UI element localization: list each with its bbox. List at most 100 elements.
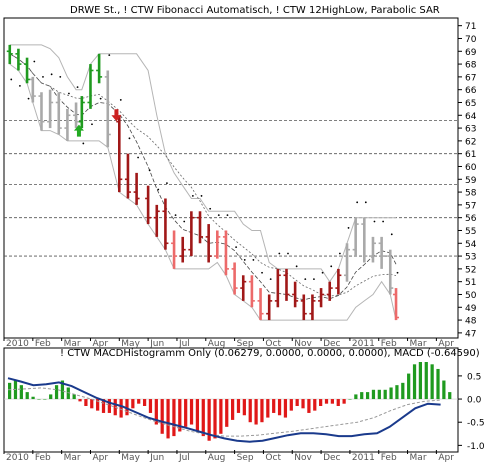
parabolic-sar-dot: [209, 207, 212, 210]
macd-histogram-bar: [142, 399, 147, 406]
price-y-tick-label: 62: [465, 137, 476, 147]
parabolic-sar-dot: [76, 86, 79, 89]
macd-x-tick-label: Apr: [438, 453, 454, 462]
parabolic-sar-dot: [42, 75, 44, 78]
price-x-tick-label: Feb: [35, 339, 51, 349]
macd-histogram-bar: [101, 399, 106, 413]
price-y-tick-label: 67: [465, 73, 476, 83]
price-y-tick-label: 52: [465, 265, 476, 275]
macd-histogram-bar: [348, 399, 352, 400]
macd-x-tick-label: May: [121, 453, 140, 462]
parabolic-sar-dot: [99, 97, 102, 100]
price-y-tick-label: 61: [465, 150, 476, 160]
macd-histogram-bar: [37, 399, 41, 400]
parabolic-sar-dot: [330, 265, 333, 268]
macd-histogram-bar: [8, 382, 12, 400]
macd-histogram-bar: [137, 399, 141, 404]
price-y-tick-label: 70: [465, 35, 477, 45]
macd-histogram-bar: [72, 394, 76, 400]
macd-x-tick-label: Jun: [149, 453, 164, 462]
sell-arrow-icon: [111, 109, 122, 122]
parabolic-sar-dot: [200, 195, 203, 197]
macd-histogram-bar: [448, 392, 452, 400]
parabolic-sar-dot: [119, 99, 122, 101]
macd-histogram-bar: [254, 399, 258, 425]
parabolic-sar-dot: [191, 195, 194, 197]
macd-histogram-bar: [84, 399, 88, 406]
macd-histogram-bar: [283, 399, 288, 418]
parabolic-sar-dot: [278, 252, 281, 255]
macd-chart: 0.5 0.0 -0.5 -1.0: [3, 347, 485, 453]
macd-histogram-bar: [96, 399, 100, 411]
macd-histogram-bar: [371, 389, 376, 400]
macd-x-tick-label: Oct: [265, 453, 281, 462]
macd-histogram-bar: [172, 399, 176, 437]
macd-x-tick-label: Sep: [237, 453, 254, 462]
parabolic-sar-dot: [91, 123, 93, 126]
price-y-tick-label: 66: [465, 86, 477, 96]
price-plot-frame: [3, 17, 459, 339]
price-x-tick-label: Sep: [237, 339, 254, 349]
macd-histogram-bar: [178, 399, 182, 432]
macd-histogram-bar: [336, 399, 340, 406]
parabolic-sar-dot: [183, 220, 186, 223]
price-y-tick-label: 71: [465, 22, 476, 32]
parabolic-sar-dot: [226, 214, 229, 217]
price-x-tick-label: 2011: [352, 339, 375, 349]
price-y-tick-label: 51: [465, 278, 476, 288]
macd-histogram-bar: [360, 392, 364, 400]
macd-histogram-bar: [78, 399, 82, 402]
macd-histogram-bar: [412, 364, 417, 400]
buy-arrow-icon: [73, 124, 84, 137]
macd-histogram-bar: [301, 399, 305, 409]
parabolic-sar-dot: [313, 278, 315, 281]
parabolic-sar-dot: [108, 54, 111, 57]
parabolic-sar-dot: [82, 142, 85, 145]
parabolic-sar-dot: [217, 214, 220, 217]
macd-histogram-bar: [25, 392, 29, 400]
macd-histogram-bar: [430, 364, 434, 400]
macd-x-tick-label: Mar: [410, 453, 427, 462]
macd-x-tick-label: Dec: [323, 453, 340, 462]
parabolic-sar-dot: [243, 259, 246, 261]
macd-histogram-bar: [131, 399, 135, 409]
parabolic-sar-dot: [148, 169, 151, 172]
macd-histogram-bar: [43, 399, 47, 400]
macd-histogram-bar: [418, 362, 423, 400]
macd-histogram-bar: [31, 396, 35, 400]
macd-histogram-bar: [60, 380, 65, 400]
macd-histogram-bar: [231, 399, 235, 420]
price-x-tick-label: Aug: [208, 339, 226, 349]
macd-histogram-bar: [195, 399, 200, 432]
parabolic-sar-dot: [166, 182, 168, 185]
price-y-tick-label: 49: [465, 304, 477, 314]
macd-histogram-bar: [113, 399, 117, 416]
macd-histogram-bar: [289, 399, 293, 411]
macd-plot-frame: [3, 347, 459, 453]
price-y-tick-label: 56: [465, 214, 477, 224]
macd-histogram-bar: [424, 362, 428, 400]
price-x-tick-label: 2010: [6, 339, 29, 349]
macd-histogram-bar: [148, 399, 153, 413]
parabolic-sar-dot: [390, 233, 393, 236]
macd-histogram-bar: [330, 399, 334, 404]
parabolic-sar-dot: [304, 278, 307, 281]
macd-histogram-bar: [49, 394, 53, 400]
macd-x-tick-label: Jul: [178, 453, 190, 462]
macd-histogram-bar: [436, 368, 440, 400]
price-y-tick-label: 65: [465, 99, 476, 109]
price-y-tick-label: 57: [465, 201, 476, 211]
macd-histogram-bar: [260, 399, 264, 423]
macd-histogram-bar: [389, 387, 393, 400]
price-x-tick-label: Apr: [92, 339, 108, 349]
macd-histogram-bar: [324, 399, 329, 404]
macd-histogram-bar: [307, 399, 311, 413]
price-x-tick-label: Apr: [438, 339, 454, 349]
parabolic-sar-dot: [50, 73, 53, 76]
price-x-tick-label: Feb: [381, 339, 397, 349]
parabolic-sar-dot: [356, 201, 359, 204]
macd-histogram-bar: [365, 392, 370, 400]
macd-histogram-bar: [225, 399, 229, 427]
